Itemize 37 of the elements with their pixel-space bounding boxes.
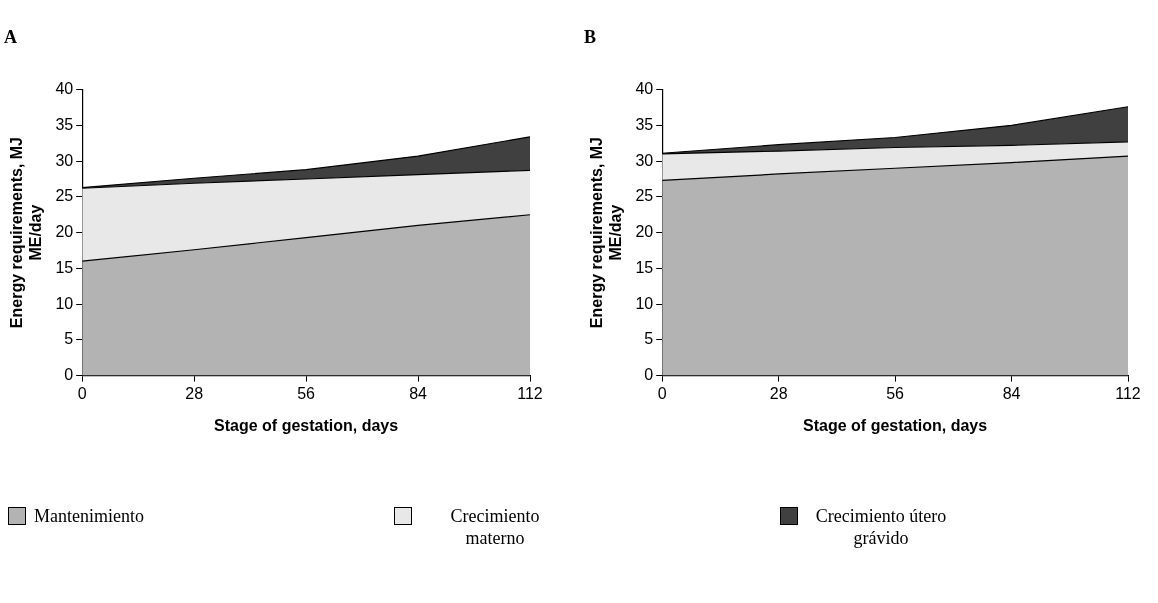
y-tick-label: 10 bbox=[55, 294, 74, 312]
x-axis-title: Stage of gestation, days bbox=[214, 416, 399, 434]
x-tick-label: 84 bbox=[1002, 384, 1021, 402]
legend-label: Crecimiento materno bbox=[449, 505, 541, 549]
chart-title: B bbox=[584, 27, 597, 48]
x-axis-title: Stage of gestation, days bbox=[803, 416, 988, 434]
y-tick-label: 0 bbox=[644, 366, 654, 384]
y-tick-label: 20 bbox=[55, 223, 74, 241]
y-tick-label: 0 bbox=[64, 366, 74, 384]
x-tick-label: 56 bbox=[886, 384, 905, 402]
x-tick-label: 0 bbox=[77, 384, 87, 402]
y-tick-label: 25 bbox=[635, 187, 654, 205]
y-tick-label: 15 bbox=[55, 258, 74, 276]
x-tick-label: 56 bbox=[297, 384, 316, 402]
y-tick-label: 5 bbox=[644, 330, 654, 348]
y-axis-title: Energy requirements, MJ ME/day bbox=[8, 137, 45, 329]
chart-title: A bbox=[4, 27, 17, 48]
y-tick-label: 5 bbox=[64, 330, 74, 348]
y-tick-label: 10 bbox=[635, 294, 654, 312]
x-tick-label: 112 bbox=[1115, 384, 1141, 402]
y-tick-label: 35 bbox=[635, 115, 654, 133]
y-tick-label: 30 bbox=[55, 151, 74, 169]
y-tick-label: 30 bbox=[635, 151, 654, 169]
y-tick-label: 35 bbox=[55, 115, 74, 133]
y-tick-label: 20 bbox=[635, 223, 654, 241]
y-tick-label: 40 bbox=[55, 80, 74, 98]
x-tick-label: 112 bbox=[517, 384, 543, 402]
y-tick-label: 40 bbox=[635, 80, 654, 98]
y-tick-label: 15 bbox=[635, 258, 654, 276]
legend-label: Mantenimiento bbox=[34, 505, 144, 527]
y-axis-title: Energy requirements, MJ ME/day bbox=[588, 137, 625, 329]
y-tick-label: 25 bbox=[55, 187, 74, 205]
legend-label: Crecimiento útero grávido bbox=[814, 505, 948, 549]
x-tick-label: 0 bbox=[657, 384, 667, 402]
x-tick-label: 28 bbox=[185, 384, 204, 402]
x-tick-label: 28 bbox=[769, 384, 788, 402]
x-tick-label: 84 bbox=[409, 384, 428, 402]
